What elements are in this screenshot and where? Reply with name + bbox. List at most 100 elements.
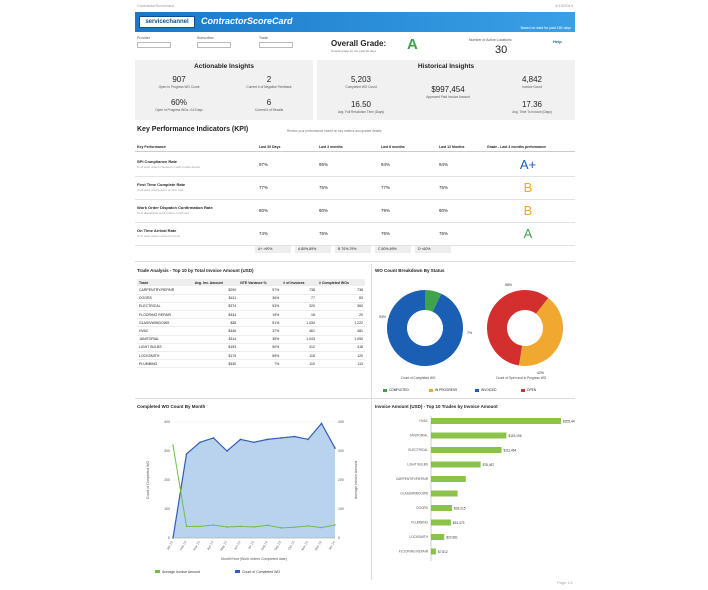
legend-swatch (429, 388, 433, 392)
bar-value-label: $119,196 (508, 434, 521, 438)
print-header: ContractorScorecard 4/10/2014 (135, 2, 575, 10)
provider-label: Provider (137, 36, 151, 40)
x-tick-label: Mar 13 (192, 540, 201, 551)
table-cell: 59% (238, 351, 282, 361)
grade-legend-chip: C 60%-69% (375, 246, 411, 253)
data-point (172, 444, 174, 446)
y-tick-label: 300 (164, 449, 170, 453)
data-point (226, 450, 228, 452)
table-cell: 57% (238, 286, 282, 295)
donut-legend-item: OPEN (521, 388, 536, 392)
trade-input[interactable] (259, 42, 293, 48)
kpi-grade: B (523, 203, 533, 218)
kpi-row: First Time Complete Rate% of work orders… (135, 177, 575, 200)
kpi-description: Review your performance based on key met… (287, 129, 382, 133)
x-tick-label: May 13 (219, 540, 228, 551)
servicechannel-logo: servicechannel (139, 16, 195, 28)
bar-category-label: ELECTRICAL (408, 448, 428, 452)
table-row: GLASS/WINDOWS $38 51% 1,034 1,222 (137, 318, 365, 328)
donut-slice-label: 7% (467, 331, 472, 335)
bar-category-label: CARPENTRY/REPAIR (396, 477, 429, 481)
trade-col-header: NTE Variance % (238, 279, 282, 286)
trade-table-header: Trade Avg. Inv. Amount NTE Variance % # of … (137, 279, 365, 286)
table-row: DOORS $411 36% 77 83 (137, 294, 365, 303)
bar (431, 418, 561, 424)
invoice-count: 4,842 Invoice Count (493, 75, 571, 89)
provider-field[interactable]: Provider (137, 36, 171, 48)
overall-grade-value: A (407, 36, 418, 53)
table-cell: 1,050 (316, 335, 365, 344)
table-cell: $38 (192, 318, 239, 328)
table-cell: $193 (192, 343, 239, 353)
completed-wo-count: 5,203 Completed WO Count (321, 75, 401, 89)
help-link[interactable]: Help (553, 39, 562, 44)
table-cell: 412 (281, 343, 317, 353)
legend-label: INVOICED (481, 388, 497, 392)
subscriber-input[interactable] (197, 42, 231, 48)
recalls-count: 6 Current # of Recalls (229, 98, 309, 112)
kpi-value: 77% (381, 185, 391, 190)
table-cell: JANITORIAL (137, 335, 193, 344)
table-cell: LIGHT BULBS (137, 343, 193, 353)
kpi-name: Work Order Dispatch Confirmation Rate (137, 205, 213, 210)
table-row: HVAC $446 37% 461 481 (137, 326, 365, 336)
metric-label: Avg. Time To Invoice (Days) (512, 110, 552, 114)
data-point (307, 525, 309, 527)
donut-slice-label: 93% (379, 315, 386, 319)
data-point (280, 437, 282, 439)
metric-label: Completed WO Count (345, 85, 377, 89)
table-cell: CARPENTRY/REPAIR (137, 286, 193, 295)
subscriber-field[interactable]: Subscriber (197, 36, 231, 48)
actionable-insights-panel: Actionable Insights 907 Open In Progress… (135, 60, 313, 120)
table-cell: 481 (316, 326, 365, 336)
bar (431, 447, 502, 453)
x-tick-label: Jan 13 (166, 540, 174, 550)
kpi-value: 94% (439, 162, 449, 167)
bar-value-label: $78,467 (483, 463, 495, 467)
metric-value: 6 (266, 98, 272, 107)
bar (431, 548, 436, 555)
section-divider-2 (135, 398, 575, 399)
legend-swatch (235, 570, 240, 573)
kpi-header-grade: Grade - Last 3 months performance (487, 145, 547, 149)
actionable-insights-title: Actionable Insights (194, 63, 254, 70)
table-cell: 51% (238, 318, 282, 328)
kpi-value: 74% (259, 231, 269, 236)
bar-value-label: $33,215 (454, 507, 466, 511)
metric-label: Open In Progress WO Count (158, 85, 200, 89)
x-axis-label: Month/Year (Work orders Completed date) (221, 557, 287, 561)
bar-category-label: GLASS/WINDOWS (400, 492, 428, 496)
donut-slice (519, 297, 563, 366)
donut-slice (425, 290, 442, 312)
x-tick-label: Jul 13 (247, 540, 255, 550)
metric-label: Invoice Count (522, 85, 542, 89)
column-divider (371, 264, 372, 580)
kpi-table-header: Key Performance Last 30 Days Last 3 mont… (135, 142, 575, 152)
table-row: FLOORING REPAIR $434 19% 18 20 (137, 310, 365, 320)
kpi-value: 97% (259, 162, 269, 167)
legend-label: OPEN (527, 388, 537, 392)
data-point (320, 422, 323, 425)
legend-swatch (383, 388, 387, 392)
provider-input[interactable] (137, 42, 171, 48)
page-number: Page 1/1 (556, 580, 573, 585)
kpi-sub: % of work orders checked in with mobile … (137, 165, 201, 169)
table-cell: 1,043 (281, 335, 317, 344)
metric-value: 907 (172, 75, 186, 84)
trade-field[interactable]: Trade (259, 36, 293, 48)
table-cell: 320 (281, 302, 317, 312)
table-cell: 110 (281, 359, 317, 369)
table-cell: PLUMBING (137, 359, 193, 369)
bar-chart-title: Invoice Amount (USD) - Top 10 Trades by … (375, 404, 498, 409)
section-divider (135, 261, 575, 262)
grade-legend-chip: A+ >90% (255, 246, 291, 253)
table-cell: 36% (238, 294, 282, 303)
table-cell: 37% (238, 326, 282, 336)
historical-insights-panel: Historical Insights 5,203 Completed WO C… (317, 60, 575, 120)
trade-col-header: Avg. Inv. Amount (192, 279, 239, 286)
table-cell: 113 (316, 359, 365, 369)
bar-category-label: LOCKSMITH (409, 535, 428, 539)
bar-category-label: FLOORING REPAIR (399, 550, 429, 554)
trade-col-header: Trade (137, 279, 193, 286)
table-cell: ELECTRICAL (137, 302, 193, 312)
